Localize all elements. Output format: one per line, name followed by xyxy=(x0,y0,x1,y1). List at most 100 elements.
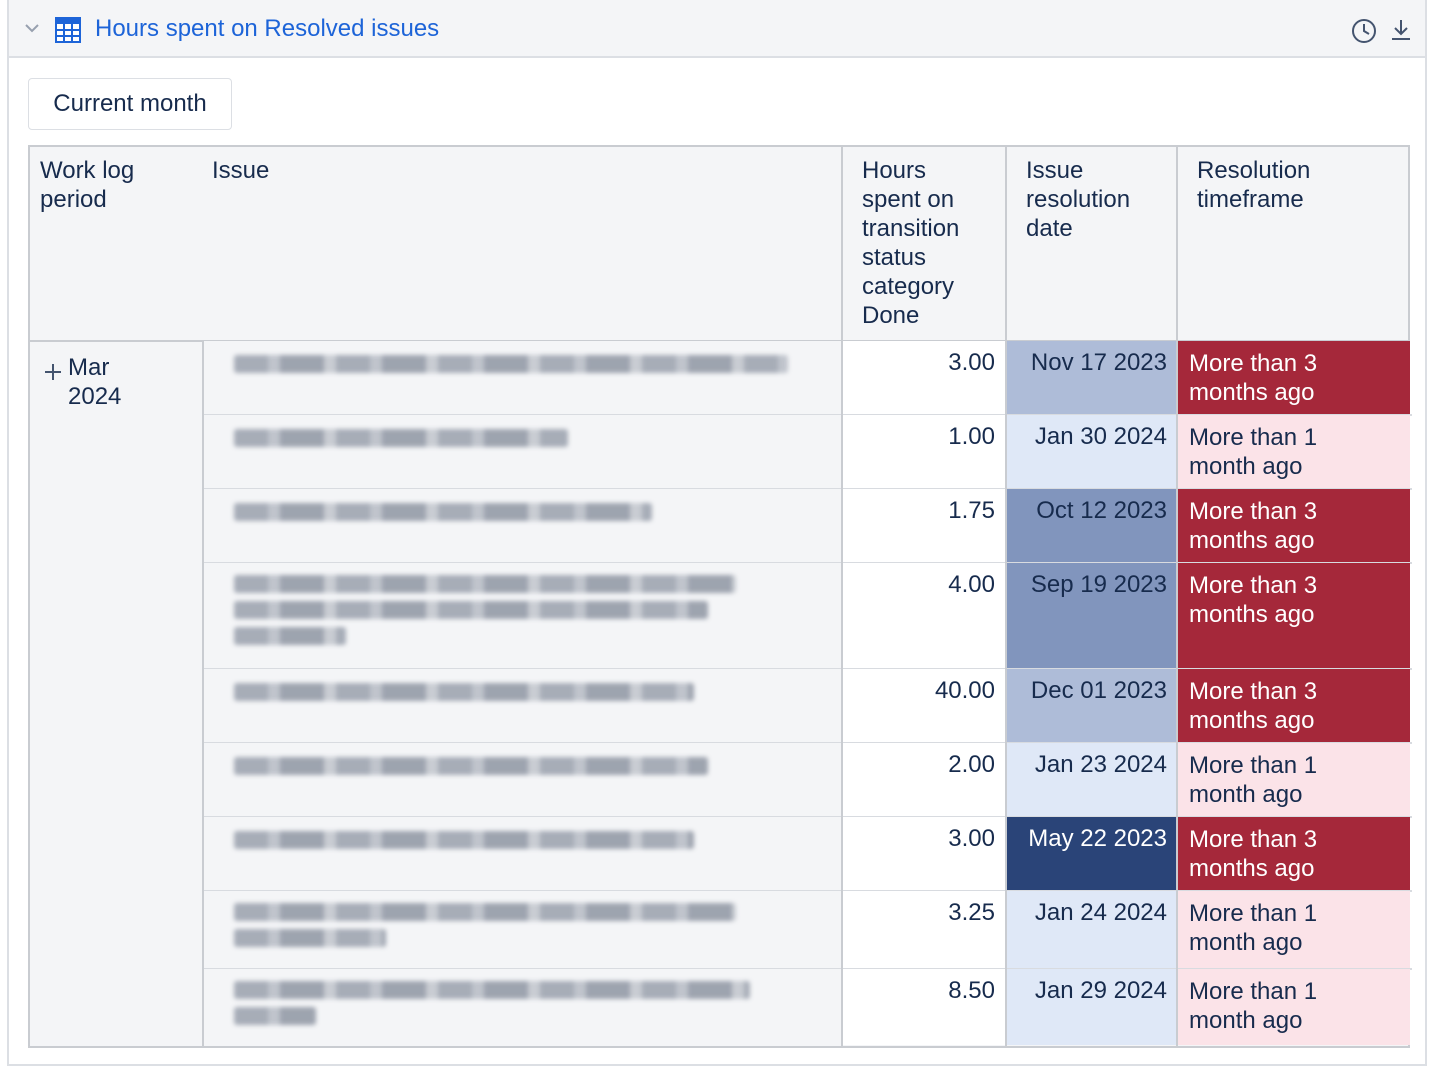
header-text: Work log xyxy=(40,157,135,184)
redacted-issue-link[interactable] xyxy=(234,831,694,849)
redacted-issue-link[interactable] xyxy=(234,575,736,593)
hours-cell: 8.50 xyxy=(843,969,1005,1045)
header-text: category xyxy=(862,273,955,300)
redacted-issue-link[interactable] xyxy=(234,355,788,373)
redacted-issue-link[interactable] xyxy=(234,929,386,947)
resolution-date-cell: Jan 29 2024 xyxy=(1007,969,1176,1045)
redacted-issue-link[interactable] xyxy=(234,1007,316,1025)
resolution-timeframe-cell: More than 1 month ago xyxy=(1178,415,1410,489)
resolution-timeframe-cell: More than 3 months ago xyxy=(1178,563,1410,669)
resolution-timeframe-cell: More than 3 months ago xyxy=(1178,489,1410,563)
timeframe-text: month ago xyxy=(1189,1007,1303,1034)
timeframe-text: month ago xyxy=(1189,929,1303,956)
issue-cell xyxy=(204,743,842,817)
panel-title[interactable]: Hours spent on Resolved issues xyxy=(95,15,440,42)
divider xyxy=(1176,147,1178,1046)
timeframe-text: More than 3 xyxy=(1189,826,1318,853)
period-month: Mar xyxy=(68,354,110,381)
redacted-issue-link[interactable] xyxy=(234,429,568,447)
header-text: Resolution xyxy=(1197,157,1311,184)
resolution-timeframe-cell: More than 3 months ago xyxy=(1178,817,1410,891)
issue-cell xyxy=(204,489,842,563)
timeframe-text: More than 1 xyxy=(1189,978,1318,1005)
resolution-date-cell: Jan 30 2024 xyxy=(1007,415,1176,489)
header-issue[interactable]: Issue xyxy=(212,147,812,341)
header-text: resolution xyxy=(1026,186,1131,213)
header-text: period xyxy=(40,186,107,213)
header-text: date xyxy=(1026,215,1073,242)
timeframe-text: More than 3 xyxy=(1189,678,1318,705)
hours-cell: 3.25 xyxy=(843,891,1005,969)
header-text: Issue xyxy=(1026,157,1084,184)
resolution-date-cell: Nov 17 2023 xyxy=(1007,341,1176,415)
timeframe-text: months ago xyxy=(1189,707,1315,734)
report-panel: Hours spent on Resolved issues Current m… xyxy=(7,0,1427,1066)
resolution-date-cell: Dec 01 2023 xyxy=(1007,669,1176,743)
timeframe-text: months ago xyxy=(1189,527,1315,554)
header-hours-spent[interactable]: Hours spent on transition status categor… xyxy=(862,147,1002,341)
header-text: status xyxy=(862,244,927,271)
issue-cell xyxy=(204,817,842,891)
issue-cell xyxy=(204,669,842,743)
period-year: 2024 xyxy=(68,383,122,410)
timeframe-text: More than 1 xyxy=(1189,900,1318,927)
resolution-date-cell: Oct 12 2023 xyxy=(1007,489,1176,563)
work-log-period-value: Mar 2024 xyxy=(68,353,168,411)
resolution-date-cell: Jan 23 2024 xyxy=(1007,743,1176,817)
redacted-issue-link[interactable] xyxy=(234,503,652,521)
hours-cell: 40.00 xyxy=(843,669,1005,743)
resolution-timeframe-cell: More than 3 months ago xyxy=(1178,669,1410,743)
header-text: Hours xyxy=(862,157,927,184)
redacted-issue-link[interactable] xyxy=(234,757,708,775)
timeframe-text: More than 1 xyxy=(1189,752,1318,779)
issue-cell xyxy=(204,415,842,489)
issue-cell xyxy=(204,341,842,415)
header-issue-resolution-date[interactable]: Issue resolution date xyxy=(1026,147,1176,341)
header-text: transition xyxy=(862,215,960,242)
divider xyxy=(841,147,843,1046)
timeframe-text: More than 1 xyxy=(1189,424,1318,451)
header-text: timeframe xyxy=(1197,186,1304,213)
timeframe-text: More than 3 xyxy=(1189,572,1318,599)
resolution-timeframe-cell: More than 1 month ago xyxy=(1178,891,1410,969)
timeframe-text: months ago xyxy=(1189,379,1315,406)
download-icon[interactable] xyxy=(1389,17,1413,43)
hours-cell: 3.00 xyxy=(843,817,1005,891)
resolution-timeframe-cell: More than 3 months ago xyxy=(1178,341,1410,415)
divider xyxy=(202,341,204,1046)
current-month-filter-button[interactable]: Current month xyxy=(28,78,232,130)
hours-cell: 2.00 xyxy=(843,743,1005,817)
clock-icon[interactable] xyxy=(1351,18,1377,44)
resolution-date-cell: Sep 19 2023 xyxy=(1007,563,1176,669)
redacted-issue-link[interactable] xyxy=(234,627,346,645)
redacted-issue-link[interactable] xyxy=(234,981,750,999)
redacted-issue-link[interactable] xyxy=(234,683,694,701)
chevron-down-icon[interactable] xyxy=(23,21,41,35)
hours-cell: 4.00 xyxy=(843,563,1005,669)
header-text: Done xyxy=(862,302,920,329)
hours-cell: 1.75 xyxy=(843,489,1005,563)
timeframe-text: month ago xyxy=(1189,453,1303,480)
resolution-timeframe-cell: More than 1 month ago xyxy=(1178,969,1410,1045)
timeframe-text: months ago xyxy=(1189,855,1315,882)
issue-cell xyxy=(204,891,842,969)
table-grid-icon xyxy=(55,17,81,43)
header-text: Issue xyxy=(212,157,270,184)
resolution-date-cell: May 22 2023 xyxy=(1007,817,1176,891)
hours-cell: 1.00 xyxy=(843,415,1005,489)
redacted-issue-link[interactable] xyxy=(234,601,708,619)
panel-header: Hours spent on Resolved issues xyxy=(9,0,1425,58)
plus-icon[interactable] xyxy=(44,363,62,381)
redacted-issue-link[interactable] xyxy=(234,903,736,921)
hours-cell: 3.00 xyxy=(843,341,1005,415)
timeframe-text: More than 3 xyxy=(1189,498,1318,525)
resolution-date-cell: Jan 24 2024 xyxy=(1007,891,1176,969)
header-resolution-timeframe[interactable]: Resolution timeframe xyxy=(1197,147,1397,341)
timeframe-text: month ago xyxy=(1189,781,1303,808)
resolution-timeframe-cell: More than 1 month ago xyxy=(1178,743,1410,817)
timeframe-text: months ago xyxy=(1189,601,1315,628)
issue-cell xyxy=(204,563,842,669)
timeframe-text: More than 3 xyxy=(1189,350,1318,377)
header-text: spent on xyxy=(862,186,955,213)
header-work-log-period[interactable]: Work log period xyxy=(40,147,200,341)
